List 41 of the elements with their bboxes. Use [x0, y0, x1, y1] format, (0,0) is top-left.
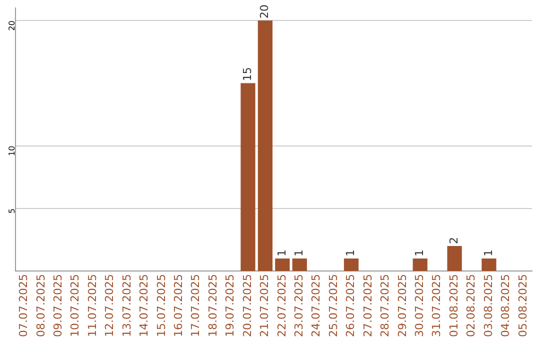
x-tick-label: 28.07.2025: [378, 274, 392, 338]
x-tick-label: 19.07.2025: [224, 274, 237, 338]
x-tick-label: 02.08.2025: [464, 274, 478, 338]
data-label: 1: [292, 249, 306, 256]
x-tick-label: 16.07.2025: [172, 274, 185, 338]
x-tick-label: 08.07.2025: [34, 274, 48, 338]
x-tick-label: 10.07.2025: [68, 274, 82, 338]
x-tick-label: 12.07.2025: [103, 274, 116, 338]
data-label: 1: [344, 249, 358, 256]
x-tick-label: 29.07.2025: [396, 274, 409, 338]
x-tick-label: 03.08.2025: [482, 274, 495, 338]
x-tick-label: 24.07.2025: [310, 274, 323, 338]
x-tick-label: 15.07.2025: [154, 274, 168, 338]
x-tick-label: 22.07.2025: [275, 274, 288, 338]
x-tick-label: 30.07.2025: [412, 274, 426, 338]
data-label: 20: [258, 4, 272, 19]
x-tick-label: 20.07.2025: [240, 274, 254, 338]
x-tick-label: 01.08.2025: [447, 274, 460, 338]
x-tick-label: 26.07.2025: [344, 274, 358, 338]
x-tick-label: 21.07.2025: [258, 274, 272, 338]
x-tick-label: 04.08.2025: [499, 274, 512, 338]
x-tick-label: 07.07.2025: [17, 274, 30, 338]
x-tick-label: 05.08.2025: [516, 274, 530, 338]
x-tick-label: 18.07.2025: [206, 274, 220, 338]
x-tick-label: 09.07.2025: [51, 274, 64, 338]
x-tick-label: 11.07.2025: [86, 274, 99, 338]
y-tick-label: 5: [8, 208, 17, 214]
y-tick-label: 20: [8, 20, 17, 31]
data-label: 1: [412, 249, 426, 256]
data-label: 1: [275, 249, 288, 256]
x-tick-label: 23.07.2025: [292, 274, 306, 338]
x-tick-label: 17.07.2025: [189, 274, 202, 338]
y-tick-label: 10: [8, 146, 17, 156]
x-tick-label: 25.07.2025: [326, 274, 340, 338]
x-tick-label: 27.07.2025: [361, 274, 374, 338]
x-tick-label: 14.07.2025: [138, 274, 151, 338]
data-label: 2: [447, 236, 460, 244]
x-tick-label: 31.07.2025: [430, 274, 444, 338]
x-tick-label: 13.07.2025: [120, 274, 134, 338]
data-label: 15: [240, 67, 254, 82]
data-label: 1: [482, 249, 495, 256]
